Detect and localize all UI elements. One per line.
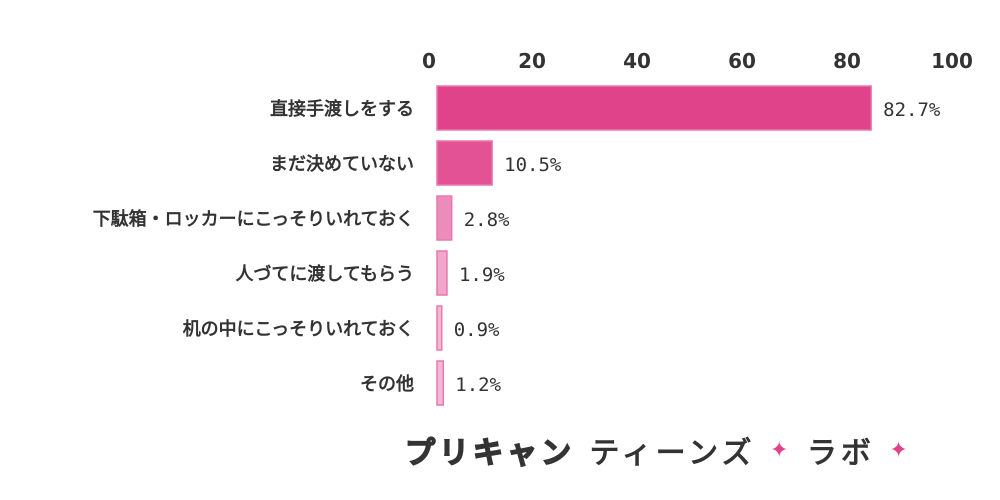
bar: [436, 195, 453, 241]
logo-text-labo: ラボ: [806, 436, 875, 471]
bar: [436, 85, 872, 131]
x-axis-ticks: 0 20 40 60 80 100: [422, 49, 973, 73]
value-label: 1.9%: [459, 264, 505, 286]
value-label: 82.7%: [883, 99, 941, 121]
category-label: まだ決めていない: [270, 153, 414, 175]
logo-text-teens: ティーンズ: [589, 436, 756, 471]
sparkle-icon: ✦: [889, 438, 912, 463]
value-label: 0.9%: [454, 319, 500, 341]
brand-logo: プリキャン ティーンズ ✦ ラボ ✦: [404, 428, 912, 472]
x-tick-label: 20: [518, 49, 546, 73]
value-label: 10.5%: [504, 154, 562, 176]
x-tick-label: 100: [931, 49, 973, 73]
value-label: 1.2%: [455, 374, 501, 396]
bar: [436, 305, 443, 351]
logo-text-puri-can: プリキャン: [404, 435, 575, 472]
x-tick-label: 60: [728, 49, 756, 73]
x-tick-label: 0: [422, 49, 436, 73]
value-label: 2.8%: [464, 209, 510, 231]
bar: [436, 250, 448, 296]
bars: [436, 85, 872, 406]
category-label: 人づてに渡してもらう: [235, 263, 414, 285]
sparkle-icon: ✦: [770, 438, 793, 463]
bar: [436, 360, 445, 406]
category-label: 机の中にこっそりいれておく: [183, 318, 414, 340]
bar: [436, 140, 493, 186]
x-tick-label: 40: [623, 49, 651, 73]
category-label: 直接手渡しをする: [270, 98, 414, 120]
x-tick-label: 80: [833, 49, 861, 73]
category-labels: 直接手渡しをするまだ決めていない下駄箱・ロッカーにこっそりいれておく人づてに渡し…: [93, 98, 414, 395]
value-labels: 82.7% 10.5% 2.8% 1.9% 0.9% 1.2%: [454, 99, 941, 396]
category-label: 下駄箱・ロッカーにこっそりいれておく: [93, 208, 414, 230]
category-label: その他: [360, 373, 414, 395]
